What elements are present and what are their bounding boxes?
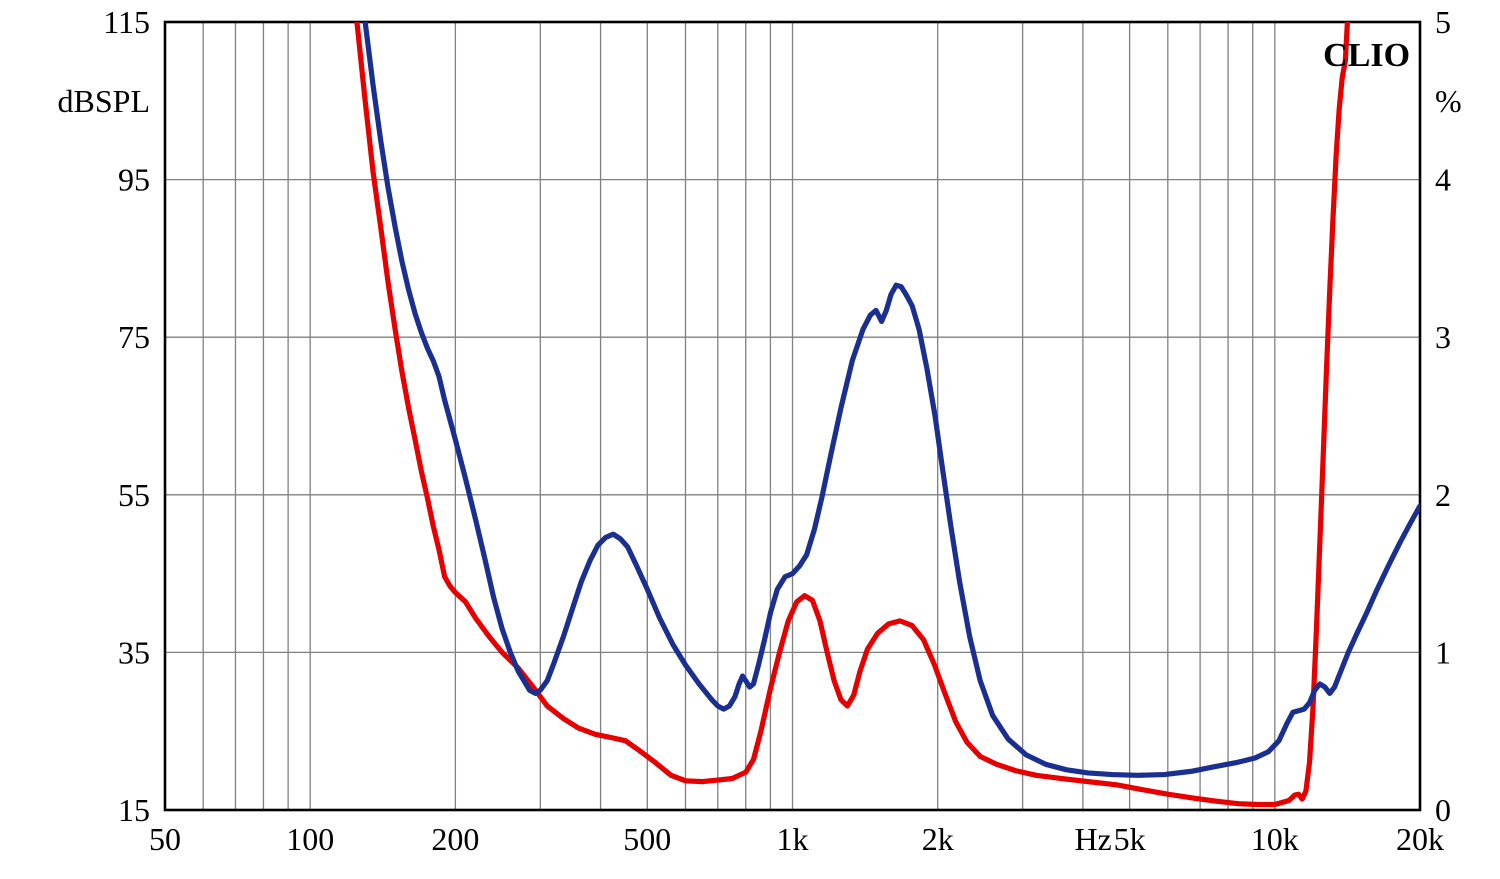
y-left-unit-label: dBSPL [58,83,150,119]
chart-container: 501002005001k2k5k10k20kHz1535557595115dB… [0,0,1500,879]
y-left-tick: 55 [118,477,150,513]
clio-chart: 501002005001k2k5k10k20kHz1535557595115dB… [0,0,1500,879]
y-right-tick: 5 [1435,4,1451,40]
x-tick: 100 [286,821,334,857]
y-left-tick: 35 [118,634,150,670]
y-right-unit-label: % [1435,83,1462,119]
x-unit-label: Hz [1074,821,1111,857]
x-tick: 2k [922,821,954,857]
x-tick: 10k [1251,821,1299,857]
x-tick: 500 [623,821,671,857]
y-left-tick: 15 [118,792,150,828]
y-left-tick: 115 [103,4,150,40]
x-tick: 1k [777,821,809,857]
brand-label: CLIO [1323,37,1410,74]
x-tick-5k: 5k [1114,821,1146,857]
y-left-tick: 75 [118,319,150,355]
y-right-tick: 0 [1435,792,1451,828]
y-right-tick: 1 [1435,634,1451,670]
y-left-tick: 95 [118,162,150,198]
x-tick: 50 [149,821,181,857]
y-right-tick: 3 [1435,319,1451,355]
x-tick: 200 [431,821,479,857]
y-right-tick: 2 [1435,477,1451,513]
y-right-tick: 4 [1435,162,1451,198]
